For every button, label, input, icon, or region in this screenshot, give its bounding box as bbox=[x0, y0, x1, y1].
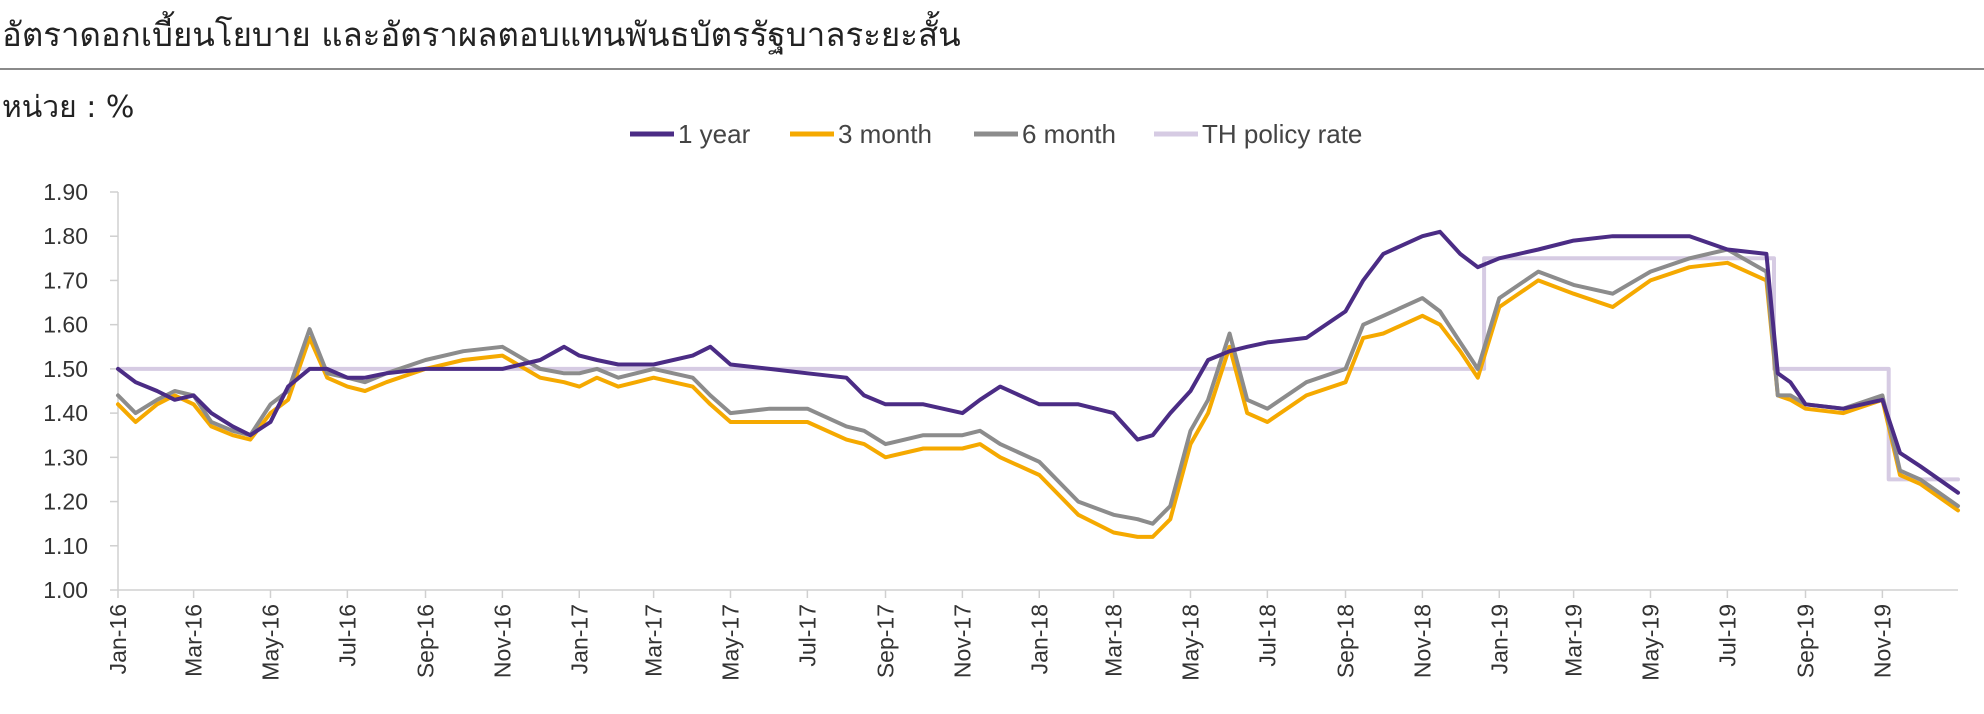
legend-label: 6 month bbox=[1022, 119, 1116, 149]
x-tick-label: May-16 bbox=[257, 604, 283, 681]
y-tick-label: 1.80 bbox=[43, 223, 88, 249]
x-tick-label: Mar-16 bbox=[181, 604, 207, 677]
x-tick-label: Mar-17 bbox=[641, 604, 667, 677]
y-tick-label: 1.50 bbox=[43, 356, 88, 382]
x-tick-label: Nov-16 bbox=[489, 604, 515, 678]
unit-label: หน่วย : % bbox=[2, 90, 135, 125]
x-tick-label: May-17 bbox=[717, 604, 743, 681]
y-tick-label: 1.00 bbox=[43, 577, 88, 603]
x-tick-label: Jan-19 bbox=[1486, 604, 1512, 674]
x-tick-label: Jul-19 bbox=[1714, 604, 1740, 667]
x-tick-label: Nov-18 bbox=[1409, 604, 1435, 678]
x-tick-label: Jul-18 bbox=[1254, 604, 1280, 667]
series-line-6-month bbox=[116, 247, 1960, 526]
x-tick-label: Mar-19 bbox=[1561, 604, 1587, 677]
x-tick-label: Sep-17 bbox=[873, 604, 899, 678]
x-tick-label: Jan-18 bbox=[1026, 604, 1052, 674]
x-tick-label: Nov-17 bbox=[949, 604, 975, 678]
x-tick-label: Mar-18 bbox=[1101, 604, 1127, 677]
chart-title: อัตราดอกเบี้ยนโยบาย และอัตราผลตอบแทนพันธ… bbox=[2, 15, 961, 54]
x-tick-label: Sep-18 bbox=[1333, 604, 1359, 678]
y-tick-label: 1.60 bbox=[43, 312, 88, 338]
x-tick-label: Jul-17 bbox=[794, 604, 820, 667]
series-line-3-month bbox=[116, 260, 1960, 539]
chart-legend: 1 year 3 month 6 month TH policy rate bbox=[630, 119, 1362, 149]
y-tick-label: 1.90 bbox=[43, 179, 88, 205]
line-chart: 1 year 3 month 6 month TH policy rate 1.001… bbox=[43, 119, 1960, 681]
title-divider bbox=[0, 68, 1984, 70]
x-tick-label: Sep-19 bbox=[1793, 604, 1819, 678]
series-line-1-year bbox=[116, 229, 1960, 495]
y-tick-label: 1.70 bbox=[43, 267, 88, 293]
legend-label: 1 year bbox=[678, 119, 751, 149]
y-tick-label: 1.10 bbox=[43, 533, 88, 559]
x-tick-label: Nov-19 bbox=[1869, 604, 1895, 678]
x-tick-label: May-19 bbox=[1637, 604, 1663, 681]
x-tick-label: Jul-16 bbox=[334, 604, 360, 667]
y-tick-label: 1.40 bbox=[43, 400, 88, 426]
x-tick-label: May-18 bbox=[1177, 604, 1203, 681]
y-tick-label: 1.20 bbox=[43, 489, 88, 515]
x-tick-label: Sep-16 bbox=[413, 604, 439, 678]
legend-label: TH policy rate bbox=[1202, 119, 1362, 149]
x-tick-label: Jan-17 bbox=[566, 604, 592, 674]
y-tick-label: 1.30 bbox=[43, 444, 88, 470]
x-tick-label: Jan-16 bbox=[105, 604, 131, 674]
legend-label: 3 month bbox=[838, 119, 932, 149]
chart-series bbox=[116, 229, 1960, 539]
chart-axes: 1.00 1.10 1.20 1.30 1.40 1.50 1.60 1.70 1.80 1.90… bbox=[43, 179, 1958, 681]
